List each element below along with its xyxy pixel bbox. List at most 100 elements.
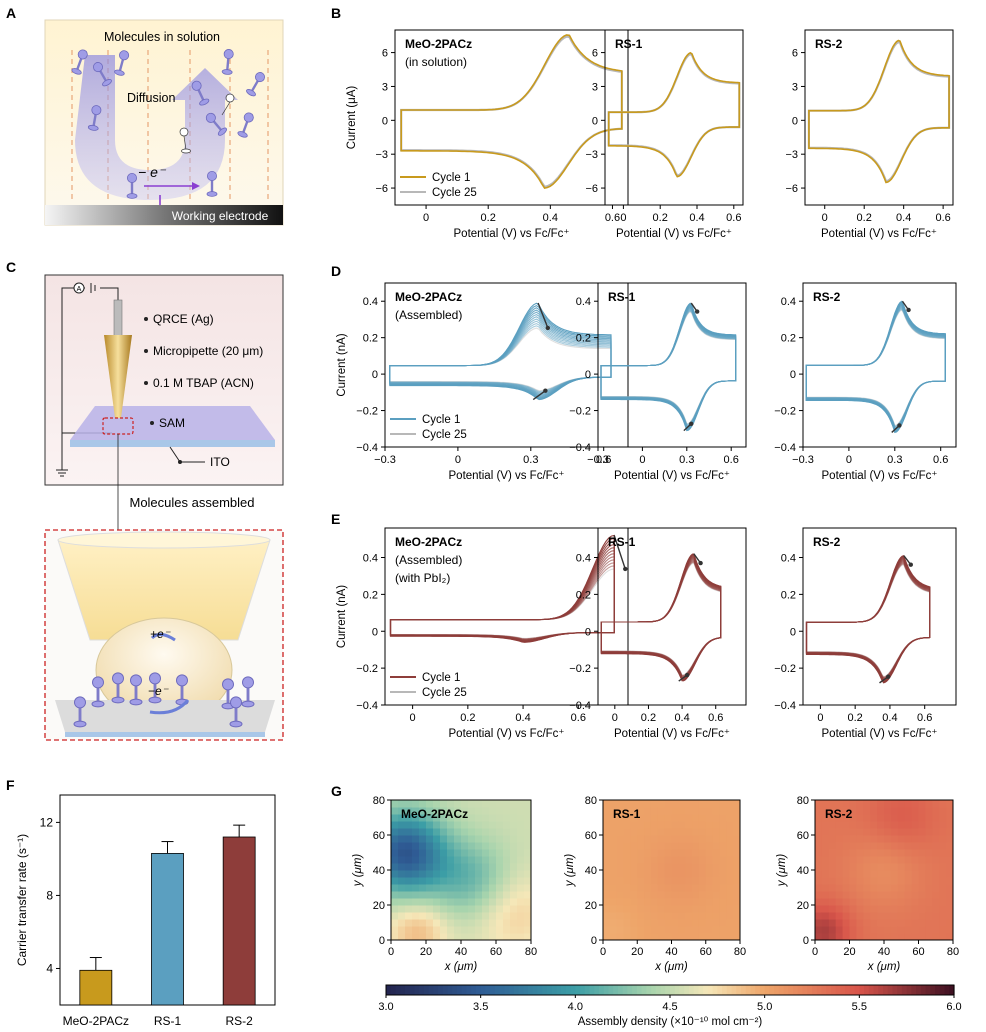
heatmap-cell xyxy=(877,800,885,808)
heatmap-cell xyxy=(705,807,714,815)
heatmap-cell xyxy=(412,863,420,871)
heatmap-cell xyxy=(692,807,700,815)
heatmap-cell xyxy=(719,926,727,934)
heatmap-cell xyxy=(650,828,659,836)
heatmap-cell xyxy=(890,898,899,906)
heatmap-cell xyxy=(616,884,625,892)
chart-title: (Assembled) xyxy=(395,308,462,322)
heatmap-cell xyxy=(939,891,947,899)
heatmap-cell xyxy=(890,870,899,878)
heatmap-cell xyxy=(685,933,693,941)
heatmap-cell xyxy=(897,849,906,857)
heatmap-cell xyxy=(510,877,518,885)
y-tick-label: 40 xyxy=(585,865,597,877)
colorbar-cell xyxy=(712,985,718,995)
heatmap-cell xyxy=(946,835,954,843)
heatmap-cell xyxy=(870,828,878,836)
colorbar-cell xyxy=(783,985,789,995)
heatmap-cell xyxy=(726,898,734,906)
panel-label-b: B xyxy=(331,5,341,21)
colorbar-cell xyxy=(925,985,931,995)
colorbar-cell xyxy=(546,985,553,995)
y-tick-label: −0.4 xyxy=(774,700,796,712)
heatmap-cell xyxy=(897,926,906,934)
heatmap-cell xyxy=(842,821,850,829)
electron-in-arrow xyxy=(150,633,176,642)
panel-label-a: A xyxy=(6,5,16,21)
heatmap-cell xyxy=(503,891,511,899)
decay-arrow xyxy=(613,535,626,570)
heatmap-cell xyxy=(671,842,679,850)
heatmap-cell xyxy=(468,835,476,843)
x-tick-label: 0.3 xyxy=(887,454,902,466)
x-tick-label: 0.3 xyxy=(679,454,694,466)
heatmap-cell xyxy=(419,856,427,864)
colorbar-cell xyxy=(575,985,581,995)
heatmap-cell xyxy=(391,814,399,822)
heatmap-cell xyxy=(398,898,406,906)
heatmap-cell xyxy=(616,814,625,822)
heatmap-cell xyxy=(932,863,940,871)
heatmap-cell xyxy=(911,849,919,857)
heatmap-cell xyxy=(884,919,892,927)
heatmap-cell xyxy=(524,863,532,871)
heatmap-cell xyxy=(698,870,707,878)
heatmap-cell xyxy=(685,912,693,920)
heatmap-cell xyxy=(733,800,741,808)
heatmap-cell xyxy=(644,870,652,878)
heatmap-cell xyxy=(609,863,618,871)
heatmap-cell xyxy=(733,814,741,822)
heatmap-cell xyxy=(426,898,434,906)
heatmap-cell xyxy=(904,905,913,913)
heatmap-cell xyxy=(671,926,679,934)
heatmap-cell xyxy=(433,863,441,871)
heatmap-cell xyxy=(426,835,434,843)
heatmap-cell xyxy=(412,814,420,822)
heatmap-cell xyxy=(616,835,625,843)
heatmap-cell xyxy=(637,800,645,808)
heatmap-cell xyxy=(884,849,892,857)
heatmap-cell xyxy=(644,933,652,941)
panel-a-title: Molecules in solution xyxy=(104,30,220,44)
heatmap-cell xyxy=(698,898,707,906)
colorbar-cell xyxy=(655,985,662,995)
heatmap-cell xyxy=(897,898,906,906)
heatmap-cell xyxy=(835,912,844,920)
heatmap-cell xyxy=(856,814,864,822)
heatmap-cell xyxy=(433,891,441,899)
heatmap-cell xyxy=(671,835,679,843)
heatmap-cell xyxy=(524,842,532,850)
heatmap-cell xyxy=(705,800,714,808)
heatmap-cell xyxy=(419,814,427,822)
colorbar-cell xyxy=(613,985,619,995)
colorbar-cell xyxy=(636,985,643,995)
heatmap-cell xyxy=(726,870,734,878)
heatmap-cell xyxy=(815,870,823,878)
heatmap-cell xyxy=(939,807,947,815)
diffusion-label: Diffusion xyxy=(127,91,175,105)
heatmap-cell xyxy=(821,828,830,836)
heatmap-cell xyxy=(623,919,631,927)
heatmap-cell xyxy=(678,877,686,885)
heatmap-cell xyxy=(489,891,497,899)
heatmap-cell xyxy=(849,863,857,871)
heatmap-cell xyxy=(925,828,933,836)
heatmap-cell xyxy=(440,814,448,822)
heatmap-cell xyxy=(692,842,700,850)
colorbar-cell xyxy=(400,985,406,995)
heatmap-cell xyxy=(705,842,714,850)
heatmap-cell xyxy=(461,933,469,941)
heatmap-cell xyxy=(890,919,899,927)
heatmap-cell xyxy=(433,919,441,927)
legend-label: Cycle 25 xyxy=(422,429,467,441)
heatmap-cell xyxy=(719,856,727,864)
heatmap-cell xyxy=(821,891,830,899)
heatmap-cell xyxy=(510,891,518,899)
heatmap-cell xyxy=(712,863,720,871)
heatmap-cell xyxy=(897,842,906,850)
heatmap-cell xyxy=(510,828,518,836)
heatmap-cell xyxy=(391,898,399,906)
heatmap-cell xyxy=(637,884,645,892)
heatmap-cell xyxy=(503,912,511,920)
